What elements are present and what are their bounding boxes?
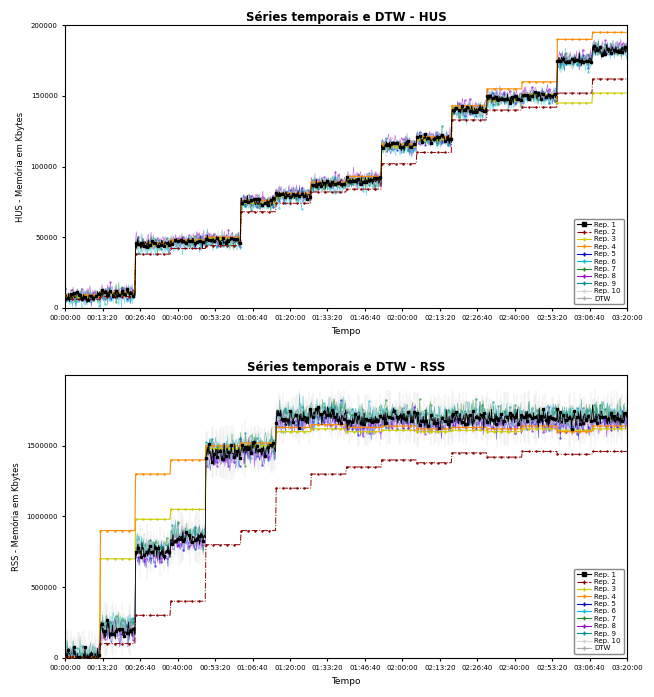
- X-axis label: Tempo: Tempo: [332, 677, 361, 686]
- Legend: Rep. 1, Rep. 2, Rep. 3, Rep. 4, Rep. 5, Rep. 6, Rep. 7, Rep. 8, Rep. 9, Rep. 10,: Rep. 1, Rep. 2, Rep. 3, Rep. 4, Rep. 5, …: [574, 569, 624, 654]
- Legend: Rep. 1, Rep. 2, Rep. 3, Rep. 4, Rep. 5, Rep. 6, Rep. 7, Rep. 8, Rep. 9, Rep. 10,: Rep. 1, Rep. 2, Rep. 3, Rep. 4, Rep. 5, …: [574, 219, 624, 305]
- Title: Séries temporais e DTW - RSS: Séries temporais e DTW - RSS: [247, 361, 445, 374]
- X-axis label: Tempo: Tempo: [332, 327, 361, 336]
- Title: Séries temporais e DTW - HUS: Séries temporais e DTW - HUS: [246, 11, 447, 24]
- Y-axis label: HUS - Memória em Kbytes: HUS - Memória em Kbytes: [16, 112, 25, 222]
- Y-axis label: RSS - Memória em Kbytes: RSS - Memória em Kbytes: [11, 462, 21, 571]
